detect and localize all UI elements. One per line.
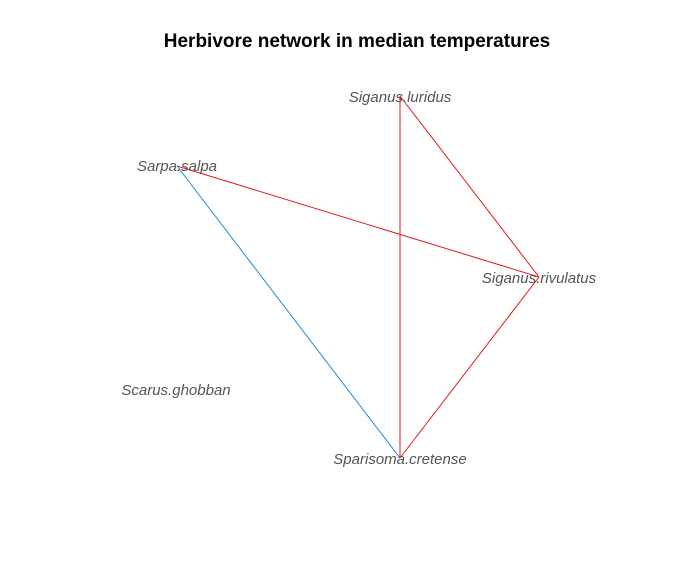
edge-siganus-luridus-siganus-rivulatus <box>399 95 540 278</box>
edge-sarpa-salpa-siganus-rivulatus <box>176 165 540 278</box>
node-sarpa-salpa: Sarpa.salpa <box>137 158 217 175</box>
node-siganus-luridus: Siganus.luridus <box>349 89 452 106</box>
node-siganus-rivulatus: Siganus.rivulatus <box>482 270 597 287</box>
edges <box>176 95 540 459</box>
node-sparisoma-cretense: Sparisoma.cretense <box>333 451 466 468</box>
edge-sarpa-salpa-sparisoma-cretense <box>176 165 401 459</box>
node-scarus-ghobban: Scarus.ghobban <box>121 382 230 399</box>
diagram-title: Herbivore network in median temperatures <box>164 31 550 52</box>
nodes: Siganus.luridus Sarpa.salpa Siganus.rivu… <box>121 89 596 468</box>
edge-siganus-rivulatus-sparisoma-cretense <box>399 276 540 459</box>
